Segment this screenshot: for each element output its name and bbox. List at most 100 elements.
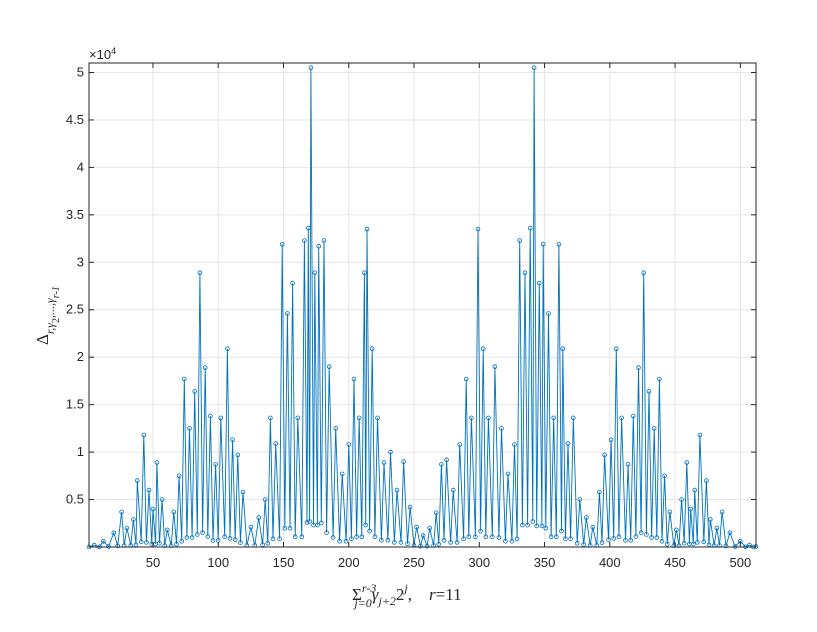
data-point: [165, 527, 170, 533]
data-point: [613, 346, 619, 352]
data-point: [536, 280, 542, 286]
data-point: [450, 487, 456, 493]
x-tick-label: 300: [468, 555, 490, 570]
data-point: [315, 522, 320, 528]
data-point: [697, 432, 703, 438]
data-point: [279, 242, 285, 247]
data-point: [420, 533, 426, 538]
data-point: [530, 519, 536, 524]
y-tick-label: 4.5: [66, 112, 84, 127]
data-point: [551, 415, 556, 421]
data-point: [308, 65, 314, 70]
data-point: [111, 530, 117, 536]
data-point: [295, 415, 301, 421]
x-tick-label: 50: [146, 555, 160, 570]
data-point: [202, 365, 208, 370]
data-point: [213, 462, 218, 467]
data-point: [197, 270, 203, 276]
data-point: [232, 537, 238, 542]
data-point: [581, 542, 586, 547]
data-point: [418, 543, 423, 549]
data-point: [208, 413, 213, 419]
data-point: [597, 489, 602, 495]
data-point: [381, 460, 387, 465]
data-point: [473, 534, 478, 539]
data-point: [540, 242, 546, 247]
data-point: [454, 540, 460, 545]
y-axis-label: Δr,γ2,...,γr-1: [33, 286, 62, 345]
data-point: [707, 517, 713, 522]
data-point: [265, 540, 271, 546]
data-point: [427, 525, 433, 531]
data-point: [235, 452, 241, 458]
data-point: [441, 538, 447, 543]
data-point: [633, 534, 639, 539]
data-point: [548, 534, 554, 539]
data-point: [478, 528, 483, 534]
data-point: [144, 540, 149, 545]
data-point: [563, 536, 568, 541]
y-tick-label: 1.5: [66, 397, 84, 412]
data-point: [343, 538, 349, 544]
data-point: [312, 270, 318, 276]
data-point: [424, 543, 430, 549]
data-point: [457, 442, 463, 447]
data-point: [292, 534, 298, 539]
data-point: [282, 525, 288, 531]
data-point: [577, 497, 583, 502]
y-exponent-label: ×104: [89, 46, 116, 62]
data-point: [299, 534, 305, 539]
data-point: [351, 376, 357, 382]
grid: [89, 63, 756, 547]
data-point: [546, 311, 551, 316]
data-point: [200, 530, 205, 535]
data-point: [619, 415, 624, 421]
data-point: [154, 460, 160, 465]
axes-box: [88, 62, 757, 548]
data-point: [463, 376, 469, 382]
data-series: [86, 65, 759, 550]
x-axis: 50 100 150 200 250 300 350 400 450 500: [146, 63, 751, 570]
y-tick-label: 3.5: [66, 207, 84, 222]
data-point: [436, 541, 442, 547]
data-point: [574, 540, 580, 546]
data-point: [324, 530, 329, 535]
data-point: [489, 534, 495, 539]
data-point: [256, 515, 262, 520]
data-point: [157, 540, 162, 546]
data-point: [517, 238, 522, 243]
data-point: [638, 530, 644, 535]
data-point: [439, 462, 444, 467]
data-point: [290, 280, 295, 286]
data-point: [392, 540, 397, 545]
data-point: [690, 541, 696, 547]
data-point: [363, 522, 369, 528]
data-point: [674, 527, 679, 533]
data-point: [176, 473, 182, 479]
data-point: [101, 538, 106, 544]
data-point: [372, 534, 378, 539]
data-point: [466, 534, 472, 539]
data-point: [307, 519, 312, 524]
data-point: [553, 534, 559, 539]
data-point: [305, 225, 311, 231]
data-point: [512, 442, 517, 447]
data-point: [189, 535, 195, 540]
data-point: [469, 415, 474, 421]
data-point: [433, 510, 439, 516]
data-point: [496, 535, 502, 540]
data-point: [625, 462, 631, 467]
x-tick-label: 500: [729, 555, 751, 570]
y-tick-label: 0.5: [66, 492, 84, 507]
data-point: [287, 525, 293, 531]
data-point: [174, 541, 179, 547]
data-point: [248, 524, 254, 530]
data-point: [273, 441, 279, 446]
data-point: [539, 523, 545, 529]
data-point: [503, 538, 508, 544]
data-point: [651, 426, 657, 431]
data-point: [187, 426, 192, 431]
data-point: [159, 497, 165, 502]
data-point: [333, 426, 339, 431]
data-point: [606, 537, 611, 542]
